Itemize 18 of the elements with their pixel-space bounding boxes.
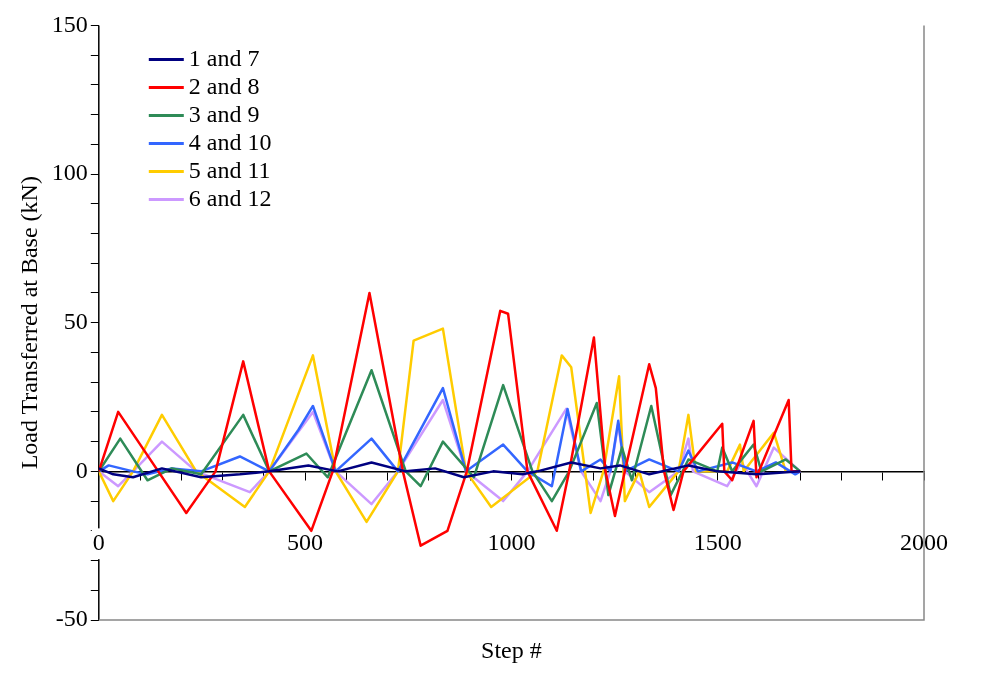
y-tick-label: 0 bbox=[75, 456, 88, 483]
legend-label: 6 and 12 bbox=[188, 184, 272, 211]
y-tick-label: 150 bbox=[51, 10, 88, 37]
x-tick-label: 0 bbox=[92, 529, 105, 556]
x-axis-title: Step # bbox=[481, 637, 542, 664]
legend-label: 1 and 7 bbox=[188, 44, 260, 71]
x-tick-label: 1000 bbox=[487, 529, 536, 556]
legend-label: 5 and 11 bbox=[188, 156, 271, 183]
legend-label: 2 and 8 bbox=[188, 72, 260, 99]
y-tick-label: 100 bbox=[51, 159, 88, 186]
y-tick-label: 50 bbox=[63, 308, 88, 334]
y-axis-title: Load Transferred at Base (kN) bbox=[15, 176, 42, 470]
legend-label: 3 and 9 bbox=[188, 100, 260, 127]
x-tick-label: 1500 bbox=[693, 529, 742, 556]
y-tick-label: -50 bbox=[55, 605, 88, 632]
legend-label: 4 and 10 bbox=[188, 128, 272, 155]
x-tick-label: 500 bbox=[287, 529, 324, 556]
x-tick-label: 2000 bbox=[900, 529, 948, 556]
